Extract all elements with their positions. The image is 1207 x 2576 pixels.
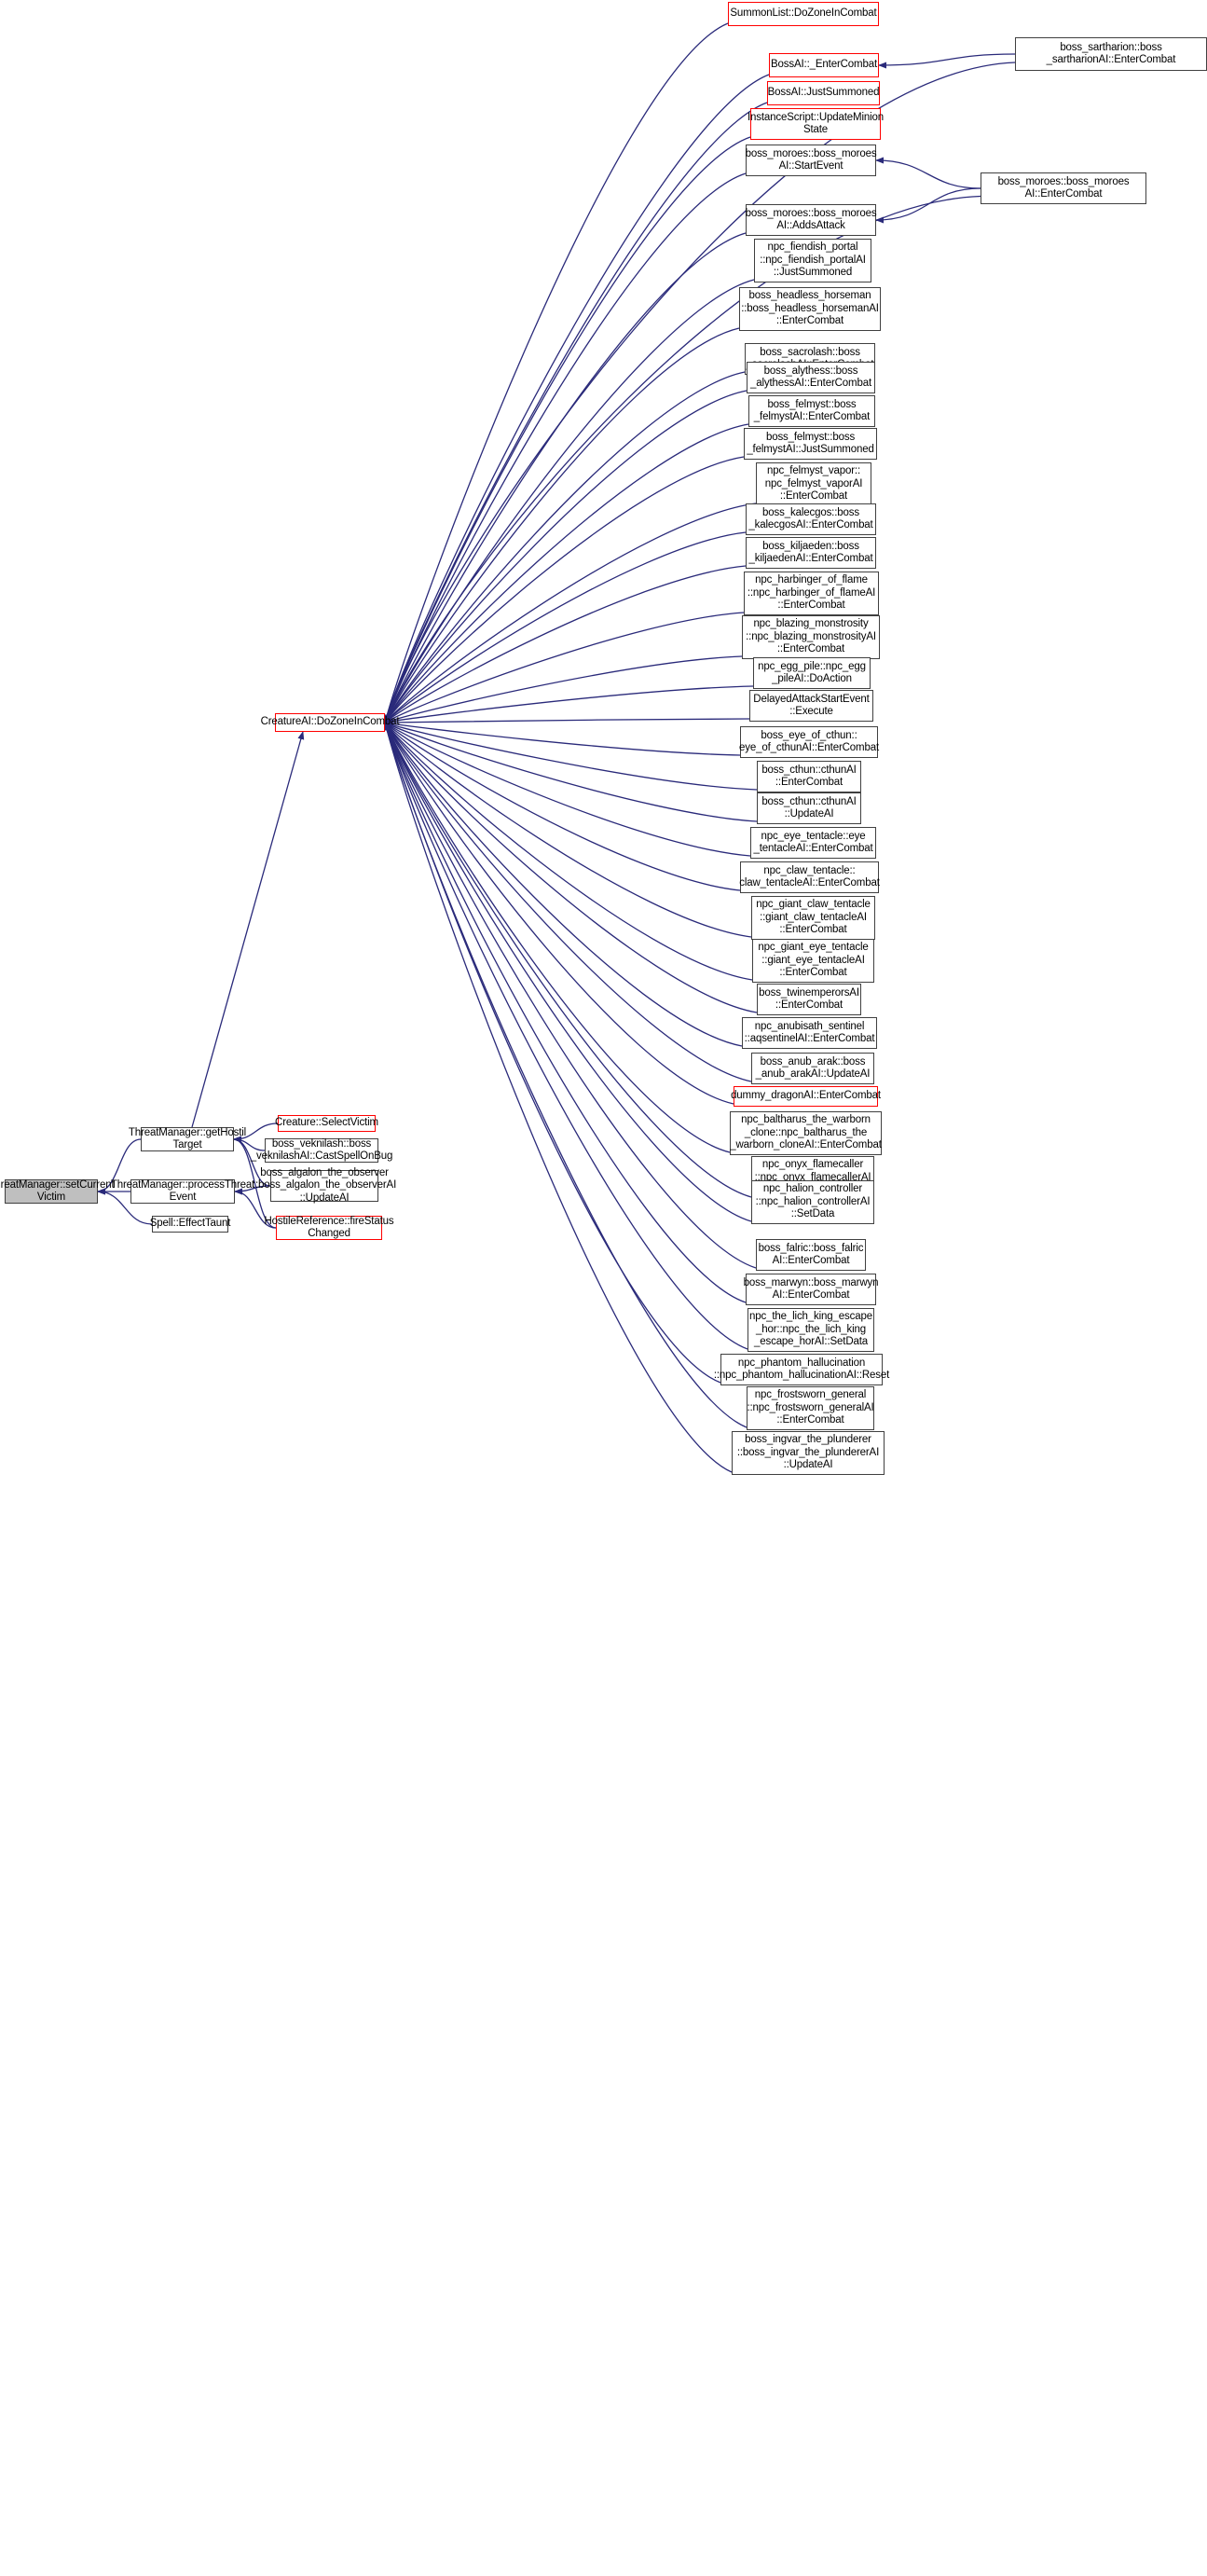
- graph-node-n3[interactable]: BossAI::JustSummoned: [767, 81, 880, 105]
- graph-node-n11[interactable]: boss_alythess::boss _alythessAI::EnterCo…: [747, 362, 875, 393]
- edge-path: [383, 722, 721, 1384]
- graph-node-n20[interactable]: DelayedAttackStartEvent ::Execute: [749, 690, 873, 722]
- graph-node-n18[interactable]: npc_blazing_monstrosity ::npc_blazing_mo…: [742, 615, 880, 659]
- graph-node-n6[interactable]: boss_moroes::boss_moroes AI::EnterCombat: [981, 172, 1146, 204]
- edge-path: [384, 279, 755, 723]
- edge-path: [384, 612, 745, 723]
- edge-path: [384, 423, 749, 723]
- edge-path: [384, 722, 752, 1222]
- graph-node-n17[interactable]: npc_harbinger_of_flame ::npc_harbinger_o…: [744, 572, 879, 615]
- edge-path: [384, 232, 747, 723]
- graph-node-n12[interactable]: boss_felmyst::boss _felmystAI::EnterComb…: [748, 395, 875, 427]
- edge-path: [384, 102, 768, 723]
- edge-path: [384, 722, 731, 1153]
- graph-node-n0[interactable]: SummonList::DoZoneInCombat: [728, 2, 879, 26]
- graph-node-n23[interactable]: boss_cthun::cthunAI ::UpdateAI: [757, 792, 861, 824]
- edge-path: [384, 531, 747, 723]
- edge-path: [384, 722, 748, 1350]
- edge-path: [384, 722, 758, 822]
- graph-node-n15[interactable]: boss_kalecgos::boss _kalecgosAI::EnterCo…: [746, 503, 876, 535]
- graph-node-n30[interactable]: boss_anub_arak::boss _anub_arakAI::Updat…: [751, 1053, 874, 1084]
- edge-path: [384, 371, 746, 723]
- edge-path: [383, 722, 748, 1428]
- graph-node-g3[interactable]: boss_veknilash::boss _veknilashAI::CastS…: [250, 1137, 393, 1163]
- graph-node-n22[interactable]: boss_cthun::cthunAI ::EnterCombat: [757, 761, 861, 792]
- graph-node-n32[interactable]: npc_baltharus_the_warborn _clone::npc_ba…: [730, 1111, 882, 1155]
- graph-node-n25[interactable]: npc_claw_tentacle:: claw_tentacleAI::Ent…: [739, 861, 880, 893]
- edge-path: [384, 722, 758, 1013]
- edge-path: [384, 722, 752, 1198]
- graph-node-n34[interactable]: npc_halion_controller ::npc_halion_contr…: [751, 1180, 874, 1224]
- edge-path: [875, 187, 981, 224]
- edge-path: [384, 195, 981, 723]
- graph-node-n31[interactable]: dummy_dragonAI::EnterCombat: [731, 1086, 881, 1107]
- graph-node-n38[interactable]: npc_phantom_hallucination ::npc_phantom_…: [714, 1354, 889, 1385]
- graph-node-n2[interactable]: boss_sartharion::boss _sartharionAI::Ent…: [1015, 37, 1207, 71]
- edge-path: [191, 731, 305, 1128]
- graph-node-g2[interactable]: Creature::SelectVictim: [275, 1115, 378, 1132]
- graph-node-n29[interactable]: npc_anubisath_sentinel ::aqsentinelAI::E…: [742, 1017, 877, 1049]
- graph-node-n37[interactable]: npc_the_lich_king_escape _hor::npc_the_l…: [748, 1308, 874, 1352]
- graph-node-g6[interactable]: ThreatManager::setCurrent Victim: [0, 1178, 115, 1204]
- graph-node-center[interactable]: CreatureAI::DoZoneInCombat: [261, 713, 400, 732]
- graph-node-n13[interactable]: boss_felmyst::boss _felmystAI::JustSummo…: [744, 428, 877, 460]
- edge-path: [384, 718, 750, 726]
- edge-path: [383, 22, 729, 723]
- graph-node-g4[interactable]: boss_algalon_the_observer ::boss_algalon…: [252, 1166, 397, 1204]
- edge-path: [384, 685, 754, 724]
- graph-node-n1[interactable]: BossAI::_EnterCombat: [769, 53, 879, 77]
- graph-node-n8[interactable]: npc_fiendish_portal ::npc_fiendish_porta…: [754, 239, 871, 282]
- edge-path: [384, 722, 747, 1303]
- edge-path: [384, 390, 748, 723]
- graph-node-n4[interactable]: InstanceScript::UpdateMinion State: [748, 108, 884, 140]
- graph-node-g8[interactable]: Spell::EffectTaunt: [150, 1216, 230, 1233]
- edge-path: [384, 722, 757, 1269]
- graph-node-n24[interactable]: npc_eye_tentacle::eye _tentacleAI::Enter…: [750, 827, 876, 859]
- edge-path: [383, 74, 770, 723]
- edge-path: [384, 172, 747, 723]
- edge-path: [384, 720, 741, 756]
- graph-node-n36[interactable]: boss_marwyn::boss_marwyn AI::EnterCombat: [744, 1274, 878, 1305]
- graph-node-n40[interactable]: boss_ingvar_the_plunderer ::boss_ingvar_…: [732, 1431, 885, 1475]
- graph-node-n39[interactable]: npc_frostsworn_general ::npc_frostsworn_…: [747, 1386, 874, 1430]
- edge-path: [384, 722, 734, 1105]
- edge-path: [384, 722, 741, 891]
- graph-node-n35[interactable]: boss_falric::boss_falric AI::EnterCombat: [756, 1239, 866, 1271]
- edge-path: [875, 157, 981, 189]
- graph-node-n19[interactable]: npc_egg_pile::npc_egg _pileAI::DoAction: [753, 657, 871, 689]
- edge-path: [384, 722, 751, 857]
- graph-node-g1[interactable]: ThreatManager::getHostil Target: [128, 1126, 247, 1151]
- edge-path: [384, 722, 758, 791]
- edge-path: [384, 565, 747, 723]
- edge-path: [384, 722, 753, 981]
- edge-path: [878, 53, 1016, 69]
- graph-node-g7[interactable]: ThreatManager::processThreat Event: [110, 1178, 255, 1204]
- edge-path: [384, 722, 752, 1082]
- edge-path: [384, 655, 743, 723]
- edge-path: [384, 722, 752, 938]
- graph-node-n14[interactable]: npc_felmyst_vapor:: npc_felmyst_vaporAI …: [756, 462, 871, 506]
- graph-node-n7[interactable]: boss_moroes::boss_moroes AI::AddsAttack: [746, 204, 877, 236]
- graph-node-n27[interactable]: npc_giant_eye_tentacle ::giant_eye_tenta…: [752, 939, 874, 983]
- edge-path: [384, 456, 745, 723]
- graph-node-g5[interactable]: HostileReference::fireStatus Changed: [264, 1215, 394, 1240]
- graph-node-n21[interactable]: boss_eye_of_cthun:: eye_of_cthunAI::Ente…: [739, 726, 879, 758]
- graph-node-n16[interactable]: boss_kiljaeden::boss _kiljaedenAI::Enter…: [746, 537, 876, 569]
- edge-path: [384, 62, 1016, 723]
- edge-path: [384, 503, 757, 723]
- edge-path: [384, 136, 751, 723]
- graph-node-n5[interactable]: boss_moroes::boss_moroes AI::StartEvent: [746, 145, 877, 176]
- edge-path: [384, 722, 743, 1047]
- edge-path: [383, 722, 733, 1473]
- graph-node-n26[interactable]: npc_giant_claw_tentacle ::giant_claw_ten…: [751, 896, 875, 940]
- graph-node-n28[interactable]: boss_twinemperorsAI ::EnterCombat: [757, 984, 861, 1015]
- edge-path: [384, 327, 740, 723]
- graph-node-n9[interactable]: boss_headless_horseman ::boss_headless_h…: [739, 287, 881, 331]
